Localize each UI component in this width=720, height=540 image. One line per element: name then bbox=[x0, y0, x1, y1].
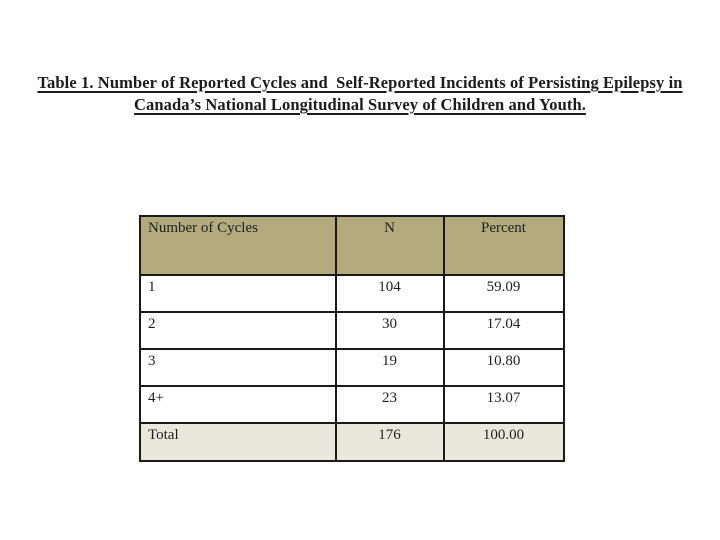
table-header-row: Number of Cycles N Percent bbox=[139, 215, 565, 276]
cell-percent: 17.04 bbox=[443, 311, 565, 350]
column-header-number-of-cycles: Number of Cycles bbox=[139, 215, 337, 276]
table-row: 1 104 59.09 bbox=[139, 274, 565, 313]
table-title: Table 1. Number of Reported Cycles and S… bbox=[0, 72, 720, 116]
table-row: 3 19 10.80 bbox=[139, 348, 565, 387]
cell-n: 23 bbox=[335, 385, 445, 424]
cell-cycles: 2 bbox=[139, 311, 337, 350]
cell-percent: 59.09 bbox=[443, 274, 565, 313]
cycles-table: Number of Cycles N Percent 1 104 59.09 2… bbox=[139, 215, 565, 462]
cell-total-label: Total bbox=[139, 422, 337, 462]
cell-percent: 10.80 bbox=[443, 348, 565, 387]
cell-cycles: 1 bbox=[139, 274, 337, 313]
cell-n: 30 bbox=[335, 311, 445, 350]
table-total-row: Total 176 100.00 bbox=[139, 422, 565, 462]
cell-percent: 13.07 bbox=[443, 385, 565, 424]
cell-n: 19 bbox=[335, 348, 445, 387]
cell-total-n: 176 bbox=[335, 422, 445, 462]
cell-total-percent: 100.00 bbox=[443, 422, 565, 462]
table-title-line1: Table 1. Number of Reported Cycles and S… bbox=[37, 73, 683, 92]
table-row: 2 30 17.04 bbox=[139, 311, 565, 350]
table-title-line2: Canada’s National Longitudinal Survey of… bbox=[134, 95, 586, 114]
cell-cycles: 3 bbox=[139, 348, 337, 387]
cell-n: 104 bbox=[335, 274, 445, 313]
column-header-percent: Percent bbox=[443, 215, 565, 276]
cell-cycles: 4+ bbox=[139, 385, 337, 424]
table-row: 4+ 23 13.07 bbox=[139, 385, 565, 424]
column-header-n: N bbox=[335, 215, 445, 276]
